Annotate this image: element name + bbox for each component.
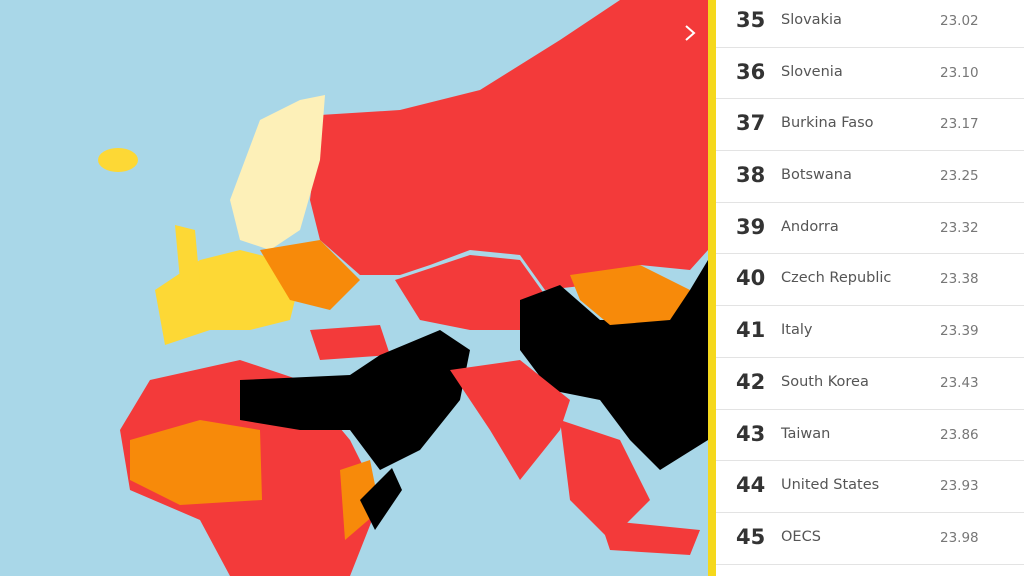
turkey (310, 325, 390, 360)
central-asia (395, 255, 545, 330)
russia (310, 0, 708, 290)
indonesia (600, 520, 700, 555)
ranking-row[interactable]: 40 Czech Republic 23.38 (716, 254, 1024, 307)
middle-east (240, 330, 470, 470)
score: 23.86 (940, 426, 979, 443)
rank: 40 (736, 266, 766, 291)
ranking-row[interactable]: 38 Botswana 23.25 (716, 151, 1024, 203)
scandinavia (230, 95, 325, 250)
ranking-row[interactable]: 41 Italy 23.39 (716, 306, 1024, 358)
country-name: South Korea (781, 373, 869, 390)
horn (360, 468, 402, 530)
chevron-icon (685, 25, 696, 41)
country-name: Slovakia (781, 12, 842, 28)
uk (175, 225, 200, 285)
india (450, 360, 570, 480)
country-name: Slovenia (781, 63, 843, 80)
country-name: United States (781, 477, 880, 494)
score: 23.43 (940, 374, 979, 391)
southeast-asia (560, 420, 650, 540)
score: 23.98 (940, 529, 979, 546)
ranking-row[interactable]: 36 Slovenia 23.10 (716, 48, 1024, 100)
rank: 43 (736, 421, 766, 446)
rank: 45 (736, 524, 766, 549)
ranking-row[interactable]: 44 United States 23.93 (716, 461, 1024, 513)
expand-button[interactable] (672, 15, 708, 52)
ranking-row[interactable]: 43 Taiwan 23.86 (716, 410, 1024, 462)
ranking-row[interactable]: 42 South Korea 23.43 (716, 358, 1024, 410)
country-name: OECS (781, 528, 821, 545)
country-name: Burkina Faso (781, 115, 874, 132)
score: 23.17 (940, 116, 979, 133)
ranking-list: 35 Slovakia 23.02 36 Slovenia 23.10 37 Burkina … (716, 0, 1024, 565)
rank: 42 (736, 369, 766, 394)
rank: 41 (736, 318, 766, 343)
score: 23.39 (940, 323, 979, 340)
country-name: Italy (781, 322, 813, 339)
rank: 36 (736, 59, 766, 84)
rank: 35 (736, 8, 766, 32)
country-name: Andorra (781, 218, 839, 235)
rank: 38 (736, 163, 766, 188)
ranking-row[interactable]: 37 Burkina Faso 23.17 (716, 99, 1024, 152)
iceland (98, 148, 138, 172)
ranking-row[interactable]: 39 Andorra 23.32 (716, 203, 1024, 255)
rank: 44 (736, 473, 766, 498)
divider (708, 0, 716, 576)
mongolia (570, 265, 690, 325)
ranking-row[interactable]: 45 OECS 23.98 (716, 513, 1024, 565)
west-africa (130, 420, 262, 505)
score: 23.02 (940, 13, 979, 29)
score: 23.32 (940, 219, 979, 236)
score: 23.10 (940, 64, 979, 81)
world-map (0, 0, 708, 576)
score: 23.93 (940, 478, 979, 495)
country-name: Taiwan (781, 425, 831, 442)
rank: 37 (736, 111, 766, 136)
eastern-europe (260, 240, 360, 310)
score: 23.38 (940, 271, 979, 288)
country-name: Czech Republic (781, 270, 892, 287)
score: 23.25 (940, 168, 979, 185)
ranking-row[interactable]: 35 Slovakia 23.02 (716, 0, 1024, 48)
country-name: Botswana (781, 167, 852, 184)
rank: 39 (736, 214, 766, 239)
